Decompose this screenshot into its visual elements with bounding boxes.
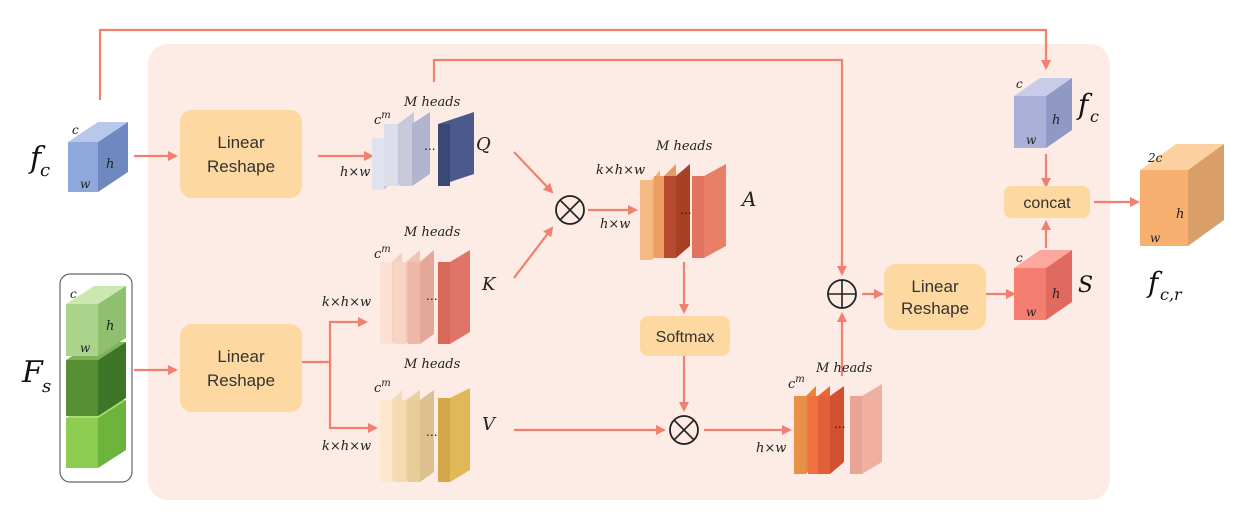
svg-text:k×h×w: k×h×w [322,439,371,454]
svg-text:h: h [1052,287,1060,302]
fs-stack: c h w [59,273,133,483]
svg-text:S: S [1078,273,1093,298]
svg-text:M heads: M heads [403,225,461,240]
a-heads-stack: ... M heads k×h×w h×w A [596,139,756,260]
linear-reshape-box-2: Linear Reshape [180,324,302,412]
svg-text:Reshape: Reshape [901,299,969,318]
svg-text:M heads: M heads [815,361,873,376]
svg-text:k×h×w: k×h×w [322,295,371,310]
svg-text:h×w: h×w [600,217,630,232]
svg-text:Linear: Linear [217,347,265,366]
svg-text:cm: cm [374,244,391,262]
svg-text:...: ... [834,415,846,431]
svg-text:Q: Q [476,134,491,155]
linear-reshape-box-1: Linear Reshape [180,110,302,198]
svg-text:Reshape: Reshape [207,157,275,176]
arrows [98,28,1140,435]
svg-text:K: K [481,274,497,295]
svg-text:w: w [1026,305,1037,319]
svg-text:Reshape: Reshape [207,371,275,390]
svg-text:k×h×w: k×h×w [596,163,645,178]
svg-text:c: c [1016,251,1023,265]
svg-text:c: c [70,287,77,301]
concat-box: concat [1004,186,1090,218]
fc-left-label: f c [28,141,50,181]
k-heads-stack: ... M heads cm k×h×w K [322,225,497,344]
svg-text:2c: 2c [1147,151,1163,165]
svg-text:F: F [21,355,44,390]
fcr-output-cube: 2c h w [1140,144,1224,246]
s-cube: c h w S [1014,250,1093,320]
svg-text:w: w [1026,133,1037,147]
svg-text:...: ... [424,137,436,153]
svg-text:c,r: c,r [1160,285,1183,304]
svg-text:c: c [72,123,79,137]
output-heads-stack: ... M heads cm h×w [756,361,882,474]
fc-input-cube: c h w [68,122,128,192]
svg-text:M heads: M heads [403,95,461,110]
fs-label: F s [21,355,51,397]
svg-text:w: w [1150,231,1161,245]
svg-text:c: c [1090,107,1099,126]
svg-text:...: ... [426,423,438,439]
v-heads-stack: ... M heads cm k×h×w V [322,357,497,482]
otimes-1 [555,195,585,225]
linear-reshape-box-3: Linear Reshape [884,264,986,330]
fc-right-cube: c h w [1014,77,1072,148]
svg-text:h×w: h×w [340,165,370,180]
softmax-box: Softmax [640,316,730,356]
svg-text:h: h [1176,207,1184,222]
svg-text:w: w [80,341,91,355]
svg-text:h: h [106,157,114,172]
svg-text:h: h [106,319,114,334]
svg-text:M heads: M heads [655,139,713,154]
svg-text:...: ... [426,287,438,303]
fcr-label: f c,r [1146,266,1183,304]
svg-text:w: w [80,177,91,191]
svg-text:c: c [1016,77,1023,91]
svg-text:cm: cm [374,110,391,128]
q-heads-stack: ... M heads cm h×w Q [340,95,491,190]
svg-text:...: ... [680,201,692,217]
svg-text:Softmax: Softmax [656,329,715,346]
svg-text:Linear: Linear [217,133,265,152]
svg-text:h: h [1052,113,1060,128]
oplus [827,279,857,309]
svg-text:s: s [42,376,51,397]
svg-text:c: c [40,160,50,181]
svg-text:V: V [482,414,497,435]
otimes-2 [669,415,699,445]
svg-text:Linear: Linear [911,277,959,296]
svg-text:h×w: h×w [756,441,786,456]
svg-text:cm: cm [374,378,391,396]
svg-text:M heads: M heads [403,357,461,372]
svg-text:cm: cm [788,374,805,392]
svg-text:concat: concat [1023,195,1071,212]
svg-text:A: A [740,187,756,211]
